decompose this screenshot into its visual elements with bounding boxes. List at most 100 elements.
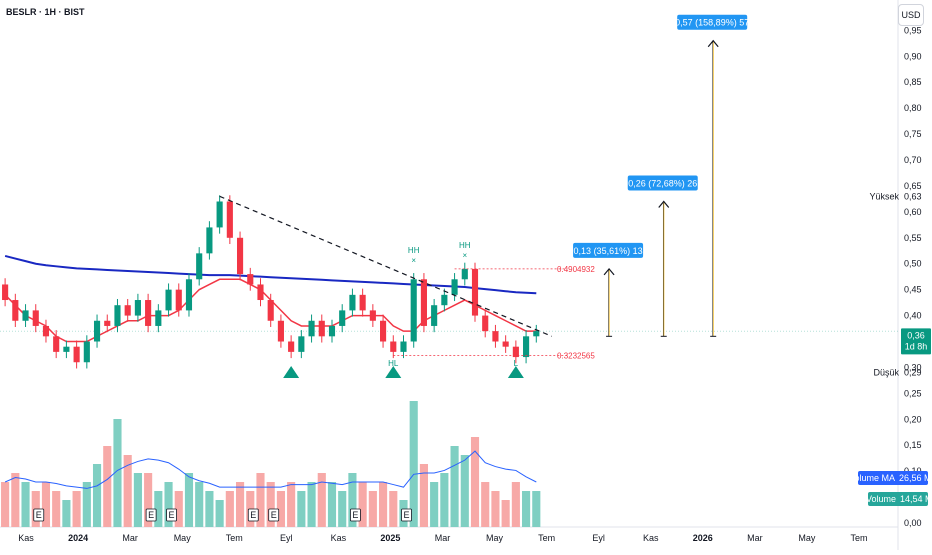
volume-bar bbox=[317, 473, 326, 527]
candle-body[interactable] bbox=[380, 320, 387, 342]
trendline[interactable] bbox=[219, 195, 553, 337]
candle-body[interactable] bbox=[22, 310, 29, 321]
volume-bar bbox=[256, 473, 265, 527]
candle-body[interactable] bbox=[2, 284, 9, 301]
pattern-triangle[interactable] bbox=[385, 366, 402, 379]
last-price-tag[interactable] bbox=[901, 328, 931, 355]
candle-body[interactable] bbox=[277, 320, 284, 342]
earnings-marker-label: E bbox=[169, 510, 175, 520]
target-tag[interactable] bbox=[627, 175, 698, 191]
candle-body[interactable] bbox=[339, 310, 346, 326]
candle-body[interactable] bbox=[420, 279, 427, 326]
volume-bar bbox=[184, 473, 194, 527]
candle-body[interactable] bbox=[216, 201, 223, 228]
candle-body[interactable] bbox=[400, 341, 407, 352]
candle-body[interactable] bbox=[124, 305, 131, 316]
candle-body[interactable] bbox=[288, 341, 295, 352]
candle-body[interactable] bbox=[196, 253, 203, 280]
candle-body[interactable] bbox=[441, 294, 448, 306]
candle-body[interactable] bbox=[471, 268, 479, 316]
candle-body[interactable] bbox=[349, 294, 356, 311]
candle-body[interactable] bbox=[185, 279, 193, 311]
target-tag[interactable] bbox=[677, 14, 748, 30]
candle-body[interactable] bbox=[114, 305, 121, 326]
earnings-marker[interactable] bbox=[350, 508, 361, 522]
target-tag[interactable] bbox=[573, 242, 644, 258]
candle-body[interactable] bbox=[410, 279, 417, 342]
candle-body[interactable] bbox=[226, 201, 233, 238]
volume-bar bbox=[522, 491, 531, 527]
time-tick-label: 2026 bbox=[693, 533, 713, 543]
candle-body[interactable] bbox=[328, 325, 336, 337]
candle-body[interactable] bbox=[175, 289, 182, 311]
candle-body[interactable] bbox=[63, 346, 70, 352]
volume-bar bbox=[368, 491, 377, 527]
earnings-marker[interactable] bbox=[247, 508, 259, 522]
earnings-marker[interactable] bbox=[33, 508, 45, 522]
time-tick-label: May bbox=[174, 533, 192, 543]
candle-body[interactable] bbox=[236, 237, 244, 275]
candle-body[interactable] bbox=[53, 336, 60, 352]
candle-body[interactable] bbox=[104, 320, 111, 326]
time-tick-label: Tem bbox=[226, 533, 243, 543]
candle-body[interactable] bbox=[12, 300, 19, 321]
earnings-marker[interactable] bbox=[401, 508, 412, 522]
candle-body[interactable] bbox=[492, 331, 499, 342]
hl-label: HL bbox=[388, 359, 399, 368]
candle-body[interactable] bbox=[523, 336, 530, 358]
price-tick-label: 0,90 bbox=[904, 51, 922, 61]
candle-body[interactable] bbox=[42, 325, 50, 337]
candle-body[interactable] bbox=[145, 300, 152, 326]
high-tag-label: Yüksek bbox=[869, 191, 899, 201]
volume-bar bbox=[164, 482, 173, 527]
currency-button[interactable]: USD bbox=[898, 4, 924, 26]
earnings-marker[interactable] bbox=[145, 508, 157, 522]
time-tick-label: 2024 bbox=[68, 533, 88, 543]
pattern-triangle[interactable] bbox=[507, 366, 524, 379]
candle-body[interactable] bbox=[533, 331, 540, 337]
earnings-marker[interactable] bbox=[166, 508, 177, 522]
candle-body[interactable] bbox=[390, 341, 397, 352]
target-arrowhead bbox=[707, 39, 719, 48]
volume-bar bbox=[235, 482, 245, 527]
candle-body[interactable] bbox=[502, 341, 509, 347]
symbol-label[interactable]: BESLR · 1H · BIST bbox=[6, 7, 85, 17]
volume-bar bbox=[174, 491, 183, 527]
candle-body[interactable] bbox=[93, 320, 101, 342]
candle-body[interactable] bbox=[32, 310, 39, 326]
candle-body[interactable] bbox=[206, 227, 213, 254]
candle-body[interactable] bbox=[369, 310, 376, 321]
candle-body[interactable] bbox=[318, 320, 325, 337]
candle-body[interactable] bbox=[155, 310, 162, 326]
volume-bar bbox=[481, 482, 490, 527]
candle-body[interactable] bbox=[308, 320, 315, 337]
time-tick-label: Kas bbox=[18, 533, 34, 543]
candle-body[interactable] bbox=[451, 279, 458, 295]
candle-body[interactable] bbox=[83, 341, 90, 363]
candle-body[interactable] bbox=[247, 274, 254, 285]
earnings-marker[interactable] bbox=[268, 508, 280, 522]
candle-body[interactable] bbox=[359, 294, 366, 311]
candle-body[interactable] bbox=[461, 268, 468, 280]
candle-body[interactable] bbox=[482, 315, 489, 332]
volume-bar bbox=[215, 500, 224, 527]
volume-tag[interactable] bbox=[868, 492, 928, 506]
candle-body[interactable] bbox=[431, 305, 438, 326]
target-tag-label: 0,57 (158,89%) 57 bbox=[675, 18, 749, 28]
candle-body[interactable] bbox=[134, 300, 141, 316]
candle-body[interactable] bbox=[267, 300, 274, 321]
candle-body[interactable] bbox=[73, 346, 80, 363]
candle-body[interactable] bbox=[165, 289, 172, 311]
candle-body[interactable] bbox=[257, 284, 264, 301]
volume-bar bbox=[419, 464, 428, 527]
candle-body[interactable] bbox=[512, 346, 519, 358]
candle-body[interactable] bbox=[298, 336, 305, 352]
high-tag-value: 0,63 bbox=[904, 191, 922, 201]
volume-bar bbox=[307, 482, 316, 527]
volume-ma-tag[interactable] bbox=[858, 471, 928, 485]
time-tick-label: Eyl bbox=[280, 533, 293, 543]
hl-label: L bbox=[514, 359, 519, 368]
volume-bar bbox=[266, 482, 275, 527]
pattern-triangle[interactable] bbox=[283, 366, 300, 379]
